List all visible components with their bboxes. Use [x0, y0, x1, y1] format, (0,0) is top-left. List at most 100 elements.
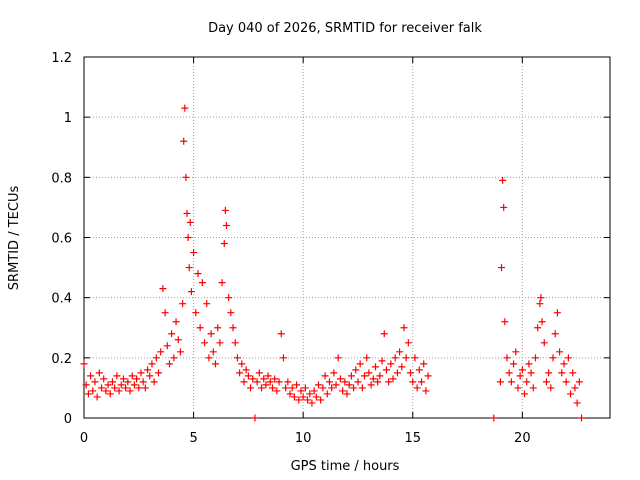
data-point [299, 393, 307, 401]
data-point [124, 378, 132, 386]
data-point [361, 372, 369, 380]
data-point [505, 369, 513, 377]
data-point [144, 366, 152, 374]
data-point [297, 387, 305, 395]
x-tick-label: 10 [295, 431, 312, 446]
data-point [567, 390, 575, 398]
data-point [216, 339, 224, 347]
data-point [402, 354, 410, 362]
data-point [236, 369, 244, 377]
data-point [170, 354, 178, 362]
data-point [573, 399, 581, 407]
data-point [516, 372, 524, 380]
data-point [282, 384, 290, 392]
data-point [358, 384, 366, 392]
data-point [413, 384, 421, 392]
data-point [352, 366, 360, 374]
data-point [260, 375, 268, 383]
data-point [205, 354, 213, 362]
data-point [163, 342, 171, 350]
data-point [411, 354, 419, 362]
data-point [538, 318, 546, 326]
data-point [251, 414, 259, 422]
data-point [240, 378, 248, 386]
data-point [247, 384, 255, 392]
data-point [179, 300, 187, 308]
data-point [212, 360, 219, 368]
data-point [562, 378, 570, 386]
data-point [184, 234, 192, 241]
data-point [165, 360, 173, 368]
data-point [168, 330, 176, 338]
data-point [183, 209, 191, 217]
data-point [264, 372, 272, 380]
data-point [396, 348, 404, 356]
data-point [229, 324, 237, 332]
y-tick-label: 0.4 [51, 292, 72, 307]
data-point [350, 384, 358, 392]
data-point [564, 354, 572, 362]
data-point [545, 369, 553, 377]
data-point [547, 384, 555, 392]
data-points [80, 104, 586, 422]
data-point [141, 384, 149, 392]
data-point [198, 279, 206, 287]
data-point [102, 387, 110, 395]
data-point [385, 378, 393, 386]
data-point [290, 393, 298, 401]
data-point [354, 378, 362, 386]
data-point [271, 375, 279, 383]
data-point [117, 381, 125, 389]
data-point [382, 366, 390, 374]
data-point [84, 390, 92, 398]
data-point [284, 378, 292, 386]
x-tick-label: 5 [189, 431, 197, 446]
data-point [398, 363, 406, 371]
x-tick-label: 20 [514, 431, 531, 446]
data-point [569, 369, 577, 377]
data-point [293, 381, 301, 389]
data-point [304, 396, 312, 404]
y-tick-label: 0.2 [51, 352, 72, 367]
data-point [347, 372, 355, 380]
data-point [135, 384, 143, 392]
data-point [374, 378, 382, 386]
data-point [407, 369, 415, 377]
data-point [387, 360, 395, 368]
data-point [89, 387, 97, 395]
data-point [253, 378, 261, 386]
data-point [531, 354, 539, 362]
data-point [527, 369, 535, 377]
data-point [104, 381, 112, 389]
data-point [380, 330, 388, 338]
data-point [317, 396, 325, 404]
data-point [82, 381, 90, 389]
data-point [558, 369, 566, 377]
data-point [155, 369, 163, 377]
data-point [119, 375, 127, 383]
data-point [422, 387, 430, 395]
data-point [244, 372, 252, 380]
data-point [255, 369, 263, 377]
data-point [420, 360, 428, 368]
data-point [415, 366, 423, 374]
data-point [363, 354, 371, 362]
data-point [258, 384, 266, 392]
data-point [575, 378, 583, 386]
y-tick-label: 0 [64, 412, 72, 427]
data-point [498, 264, 506, 272]
data-point [341, 378, 349, 386]
y-axis-label: SRMTID / TECUs [7, 186, 22, 291]
data-point [192, 309, 200, 317]
data-point [496, 378, 504, 386]
data-point [262, 381, 270, 389]
data-point [126, 387, 134, 395]
data-point [122, 384, 130, 392]
x-tick-label: 15 [404, 431, 421, 446]
data-point [503, 354, 511, 362]
data-point [203, 300, 211, 308]
data-point [209, 348, 217, 356]
data-point [306, 390, 314, 398]
data-point [512, 348, 520, 356]
data-point [185, 264, 193, 272]
